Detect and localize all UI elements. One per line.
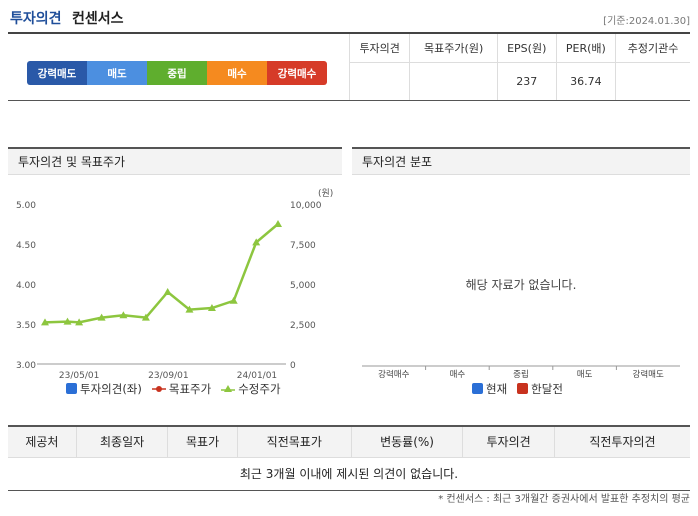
distribution-empty-message: 해당 자료가 없습니다. — [465, 278, 577, 292]
rating-scale-item: 중립 — [147, 61, 207, 85]
opinion-history-table: 제공처 최종일자 목표가 직전목표가 변동률(%) 투자의견 직전투자의견 최근 3개월 이… — [8, 425, 690, 491]
series-point-adjusted-price — [274, 220, 282, 227]
consensus-header: EPS(원) — [496, 34, 557, 63]
history-header: 투자의견 — [462, 425, 555, 458]
history-header: 제공처 — [8, 425, 77, 458]
distribution-category-label: 매도 — [577, 370, 593, 380]
rating-scale-bar: 강력매도 매도 중립 매수 강력매수 — [27, 61, 327, 85]
distribution-category-label: 중립 — [513, 370, 529, 380]
consensus-header: PER(배) — [555, 34, 616, 63]
page-subtitle: 컨센서스 — [72, 11, 124, 27]
legend-label: 목표주가 — [168, 382, 212, 396]
distribution-category-label: 매수 — [450, 370, 466, 380]
y-right-tick-label: 7,500 — [290, 241, 316, 251]
history-header: 직전목표가 — [236, 425, 352, 458]
series-line-adjusted-price — [44, 223, 279, 324]
history-empty-message: 최근 3개월 이내에 제시된 의견이 없습니다. — [8, 457, 690, 491]
header-divider — [8, 32, 690, 34]
legend-square-icon — [66, 383, 77, 394]
legend-line-dot-icon — [151, 386, 166, 392]
rating-scale-item: 매수 — [207, 61, 267, 85]
right-chart-legend: 현재 한달전 — [472, 381, 563, 397]
consensus-cell: 237 — [496, 62, 557, 101]
y-right-tick-label: 2,500 — [290, 321, 316, 331]
y-right-tick-label: 5,000 — [290, 281, 316, 291]
series-point-adjusted-price — [252, 238, 261, 246]
legend-item: 투자의견(좌) — [66, 381, 142, 397]
series-point-adjusted-price — [41, 318, 49, 326]
opinion-distribution-panel: 투자의견 분포 — [352, 147, 690, 175]
opinion-target-panel: 투자의견 및 목표주가 — [8, 147, 342, 175]
left-chart-legend: 투자의견(좌) 목표주가 수정주가 — [66, 381, 281, 397]
x-tick-label: 23/05/01 — [59, 371, 99, 381]
series-point-adjusted-price — [141, 313, 150, 321]
series-point-adjusted-price — [207, 304, 216, 311]
legend-label: 한달전 — [531, 382, 563, 396]
legend-item: 목표주가 — [151, 381, 212, 397]
y-left-tick-label: 3.50 — [16, 321, 36, 331]
history-header: 직전투자의견 — [553, 425, 690, 458]
panel-title: 투자의견 분포 — [352, 147, 690, 175]
series-point-adjusted-price — [75, 318, 84, 326]
y-left-tick-label: 4.50 — [16, 241, 36, 251]
y-left-tick-label: 4.00 — [16, 281, 36, 291]
rating-scale-item: 강력매도 — [27, 61, 87, 85]
consensus-table: 투자의견 목표주가(원) EPS(원) PER(배) 추정기관수 237 36.74 — [348, 34, 690, 101]
panel-title: 투자의견 및 목표주가 — [8, 147, 342, 175]
series-point-adjusted-price — [97, 313, 106, 321]
rating-scale-item: 강력매수 — [267, 61, 327, 85]
legend-square-icon — [472, 383, 483, 394]
legend-line-triangle-icon — [221, 385, 236, 392]
y-right-tick-label: 10,000 — [290, 201, 322, 211]
consensus-cell: 36.74 — [555, 62, 616, 101]
consensus-header: 추정기관수 — [615, 34, 690, 63]
consensus-header: 투자의견 — [348, 34, 410, 63]
x-tick-label: 24/01/01 — [237, 371, 277, 381]
consensus-divider — [8, 100, 690, 101]
legend-label: 투자의견(좌) — [80, 382, 142, 396]
distribution-category-label: 강력매수 — [378, 369, 409, 380]
history-header: 최종일자 — [75, 425, 168, 458]
consensus-cell — [348, 62, 410, 101]
series-point-adjusted-price — [185, 305, 194, 313]
legend-item: 한달전 — [517, 381, 563, 397]
y-right-tick-label: 0 — [290, 361, 296, 371]
x-tick-label: 23/09/01 — [148, 371, 188, 381]
page-title: 투자의견 — [10, 11, 62, 27]
rating-scale-item: 매도 — [87, 61, 147, 85]
series-point-adjusted-price — [63, 317, 72, 325]
legend-item: 현재 — [472, 381, 507, 397]
legend-square-icon — [517, 383, 529, 394]
consensus-header: 목표주가(원) — [409, 34, 498, 63]
consensus-cell — [615, 62, 690, 101]
opinion-target-chart: 5.00 4.50 4.00 3.50 3.00 10,000 7,500 5,000 2,50… — [16, 188, 333, 381]
series-point-adjusted-price — [119, 311, 128, 319]
history-header: 목표가 — [167, 425, 238, 458]
series-point-adjusted-price — [163, 288, 172, 295]
history-header: 변동률(%) — [350, 425, 463, 458]
y-left-tick-label: 3.00 — [16, 361, 36, 371]
series-point-adjusted-price — [229, 296, 238, 304]
distribution-category-label: 강력매도 — [633, 369, 664, 380]
legend-label: 수정주가 — [238, 382, 281, 396]
y-left-tick-label: 5.00 — [16, 201, 36, 211]
consensus-cell — [409, 62, 498, 101]
footnote: * 컨센서스 : 최근 3개월간 증권사에서 발표한 추정치의 평균 — [438, 494, 690, 505]
distribution-axis: 강력매수 매수 중립 매도 강력매도 — [362, 365, 680, 380]
y-right-unit: (원) — [318, 188, 333, 199]
as-of-date: [기준:2024.01.30] — [603, 16, 690, 27]
legend-item: 수정주가 — [221, 381, 281, 397]
legend-label: 현재 — [486, 382, 508, 396]
